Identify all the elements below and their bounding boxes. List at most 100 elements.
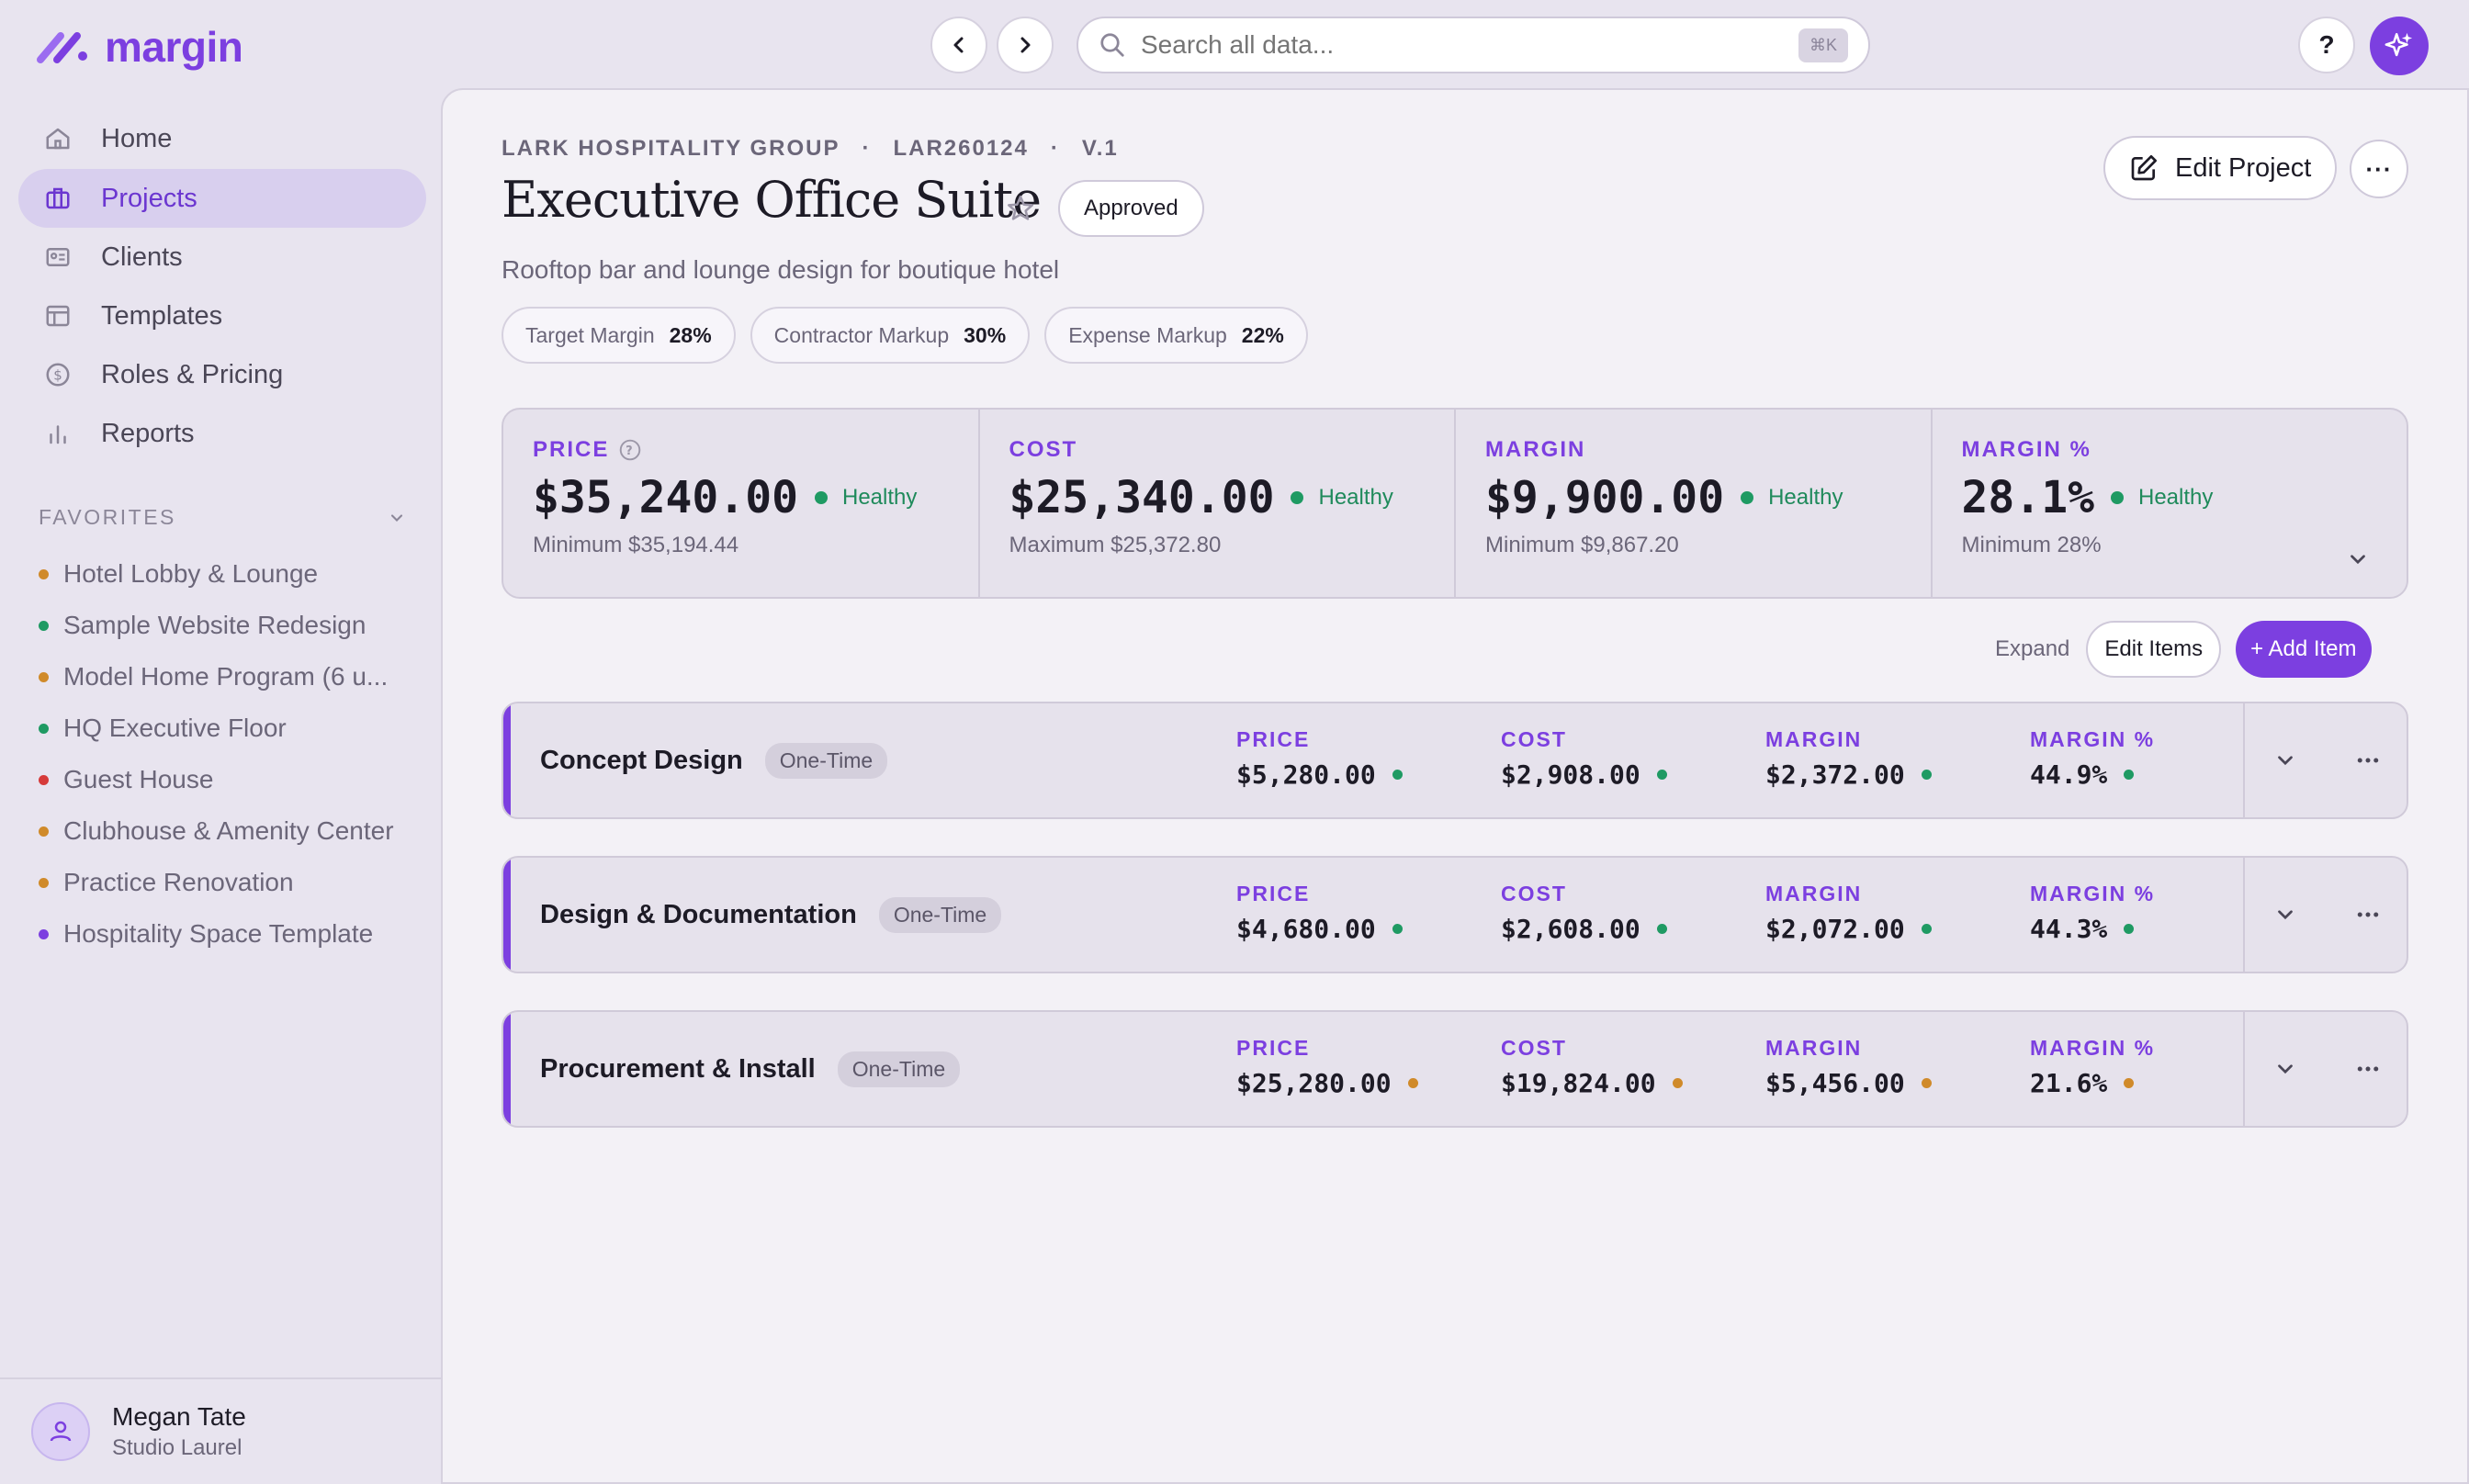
favorite-label: Guest House (63, 765, 214, 793)
add-item-button[interactable]: + Add Item (2236, 621, 2372, 678)
line-item[interactable]: Procurement & Install One-Time PRICE $25,2… (502, 1010, 2408, 1128)
sidebar-item-clients[interactable]: Clients (18, 228, 426, 287)
chip-target-margin[interactable]: Target Margin 28% (502, 307, 736, 364)
col-label: MARGIN % (2030, 882, 2156, 905)
shortcut-hint: ⌘K (1798, 28, 1848, 62)
health-indicator: Healthy (1291, 485, 1393, 511)
col-label: PRICE (1236, 1036, 1311, 1060)
chevron-down-icon[interactable] (2273, 748, 2297, 772)
sidebar-item-roles-pricing[interactable]: $ Roles & Pricing (18, 345, 426, 404)
forward-button[interactable] (997, 17, 1054, 73)
chevron-down-icon[interactable] (2273, 1057, 2297, 1081)
top-bar: margin ⌘K ? (0, 0, 2469, 90)
favorite-item[interactable]: Hospitality Space Template (39, 919, 373, 949)
stat-label: MARGIN (1485, 437, 1586, 462)
home-icon (42, 123, 73, 154)
favorite-item[interactable]: Practice Renovation (39, 868, 294, 897)
favorite-item[interactable]: HQ Executive Floor (39, 714, 287, 743)
avatar (31, 1402, 90, 1461)
stat-margin: MARGIN $9,900.00 Healthy Minimum $9,867.2… (1456, 410, 1933, 597)
more-horizontal-icon[interactable] (2354, 747, 2382, 774)
col-label: COST (1501, 727, 1567, 751)
stat-value: $9,900.00 (1485, 472, 1725, 523)
chip-expense-markup[interactable]: Expense Markup 22% (1044, 307, 1308, 364)
logo-text: margin (105, 23, 243, 71)
expand-button[interactable]: Expand (1995, 636, 2070, 661)
star-icon[interactable] (1005, 193, 1036, 224)
health-dot (1741, 491, 1754, 504)
main-panel: LARK HOSPITALITY GROUP · LAR260124 · V.1… (441, 88, 2469, 1484)
sidebar: Home Projects Clients Templates $ Roles … (0, 90, 441, 1484)
status-dot (1921, 924, 1932, 934)
layout-icon (42, 300, 73, 332)
item-price: $25,280.00 (1236, 1068, 1392, 1098)
search-input[interactable] (1141, 30, 1798, 60)
sidebar-item-templates[interactable]: Templates (18, 287, 426, 345)
favorite-item[interactable]: Clubhouse & Amenity Center (39, 816, 394, 846)
sidebar-item-label: Clients (101, 242, 183, 272)
sidebar-item-projects[interactable]: Projects (18, 169, 426, 228)
item-controls (2243, 703, 2407, 817)
sidebar-item-home[interactable]: Home (18, 109, 426, 168)
stat-subtext: Minimum $35,194.44 (533, 533, 739, 557)
project-description: Rooftop bar and lounge design for boutiq… (502, 255, 1060, 284)
more-horizontal-icon[interactable] (2354, 1055, 2382, 1083)
client-name[interactable]: LARK HOSPITALITY GROUP (502, 136, 840, 161)
favorite-item[interactable]: Hotel Lobby & Lounge (39, 559, 318, 589)
favorite-item[interactable]: Sample Website Redesign (39, 611, 366, 640)
search-icon (1100, 33, 1124, 57)
edit-project-button[interactable]: Edit Project (2103, 136, 2338, 200)
chip-label: Expense Markup (1068, 322, 1227, 347)
user-profile[interactable]: Megan Tate Studio Laurel (0, 1377, 441, 1484)
project-version[interactable]: V.1 (1081, 136, 1119, 161)
favorite-label: Practice Renovation (63, 868, 294, 896)
stat-subtext: Minimum 28% (1961, 533, 2102, 557)
chevron-down-icon (390, 513, 403, 522)
item-margin: $2,372.00 (1765, 759, 1905, 790)
svg-text:?: ? (626, 444, 636, 458)
health-indicator: Healthy (814, 485, 918, 511)
chevron-down-icon[interactable] (2346, 547, 2370, 571)
chevron-down-icon[interactable] (2273, 903, 2297, 927)
accent-bar (503, 703, 511, 817)
more-horizontal-icon[interactable] (2354, 901, 2382, 928)
sidebar-item-label: Projects (101, 183, 197, 213)
item-margin: $2,072.00 (1765, 914, 1905, 944)
help-button[interactable]: ? (2298, 17, 2355, 73)
stat-price: PRICE? $35,240.00 Healthy Minimum $35,194… (503, 410, 980, 597)
favorites-header[interactable]: FAVORITES (39, 505, 406, 530)
col-label: MARGIN (1765, 882, 1863, 905)
svg-text:$: $ (53, 367, 62, 384)
chip-value: 30% (964, 322, 1007, 347)
stat-subtext: Maximum $25,372.80 (1009, 533, 1222, 557)
search-bar[interactable]: ⌘K (1077, 17, 1870, 73)
edit-items-button[interactable]: Edit Items (2086, 621, 2222, 678)
info-icon[interactable]: ? (618, 438, 642, 462)
favorite-item[interactable]: Model Home Program (6 u... (39, 662, 388, 691)
col-label: MARGIN % (2030, 727, 2156, 751)
col-label: MARGIN (1765, 727, 1863, 751)
item-price: $5,280.00 (1236, 759, 1376, 790)
logo-mark-icon (37, 32, 87, 63)
chip-label: Contractor Markup (773, 322, 950, 347)
col-label: MARGIN % (2030, 1036, 2156, 1060)
favorite-label: Hospitality Space Template (63, 919, 374, 948)
chip-contractor-markup[interactable]: Contractor Markup 30% (750, 307, 1031, 364)
status-dot (1656, 924, 1667, 934)
favorite-label: Sample Website Redesign (63, 611, 366, 639)
chevron-right-icon (1020, 37, 1031, 53)
status-badge[interactable]: Approved (1058, 180, 1204, 237)
favorite-label: Clubhouse & Amenity Center (63, 816, 394, 845)
line-item[interactable]: Design & Documentation One-Time PRICE $4,6… (502, 856, 2408, 973)
ai-assistant-button[interactable] (2370, 17, 2429, 75)
briefcase-icon (42, 183, 73, 214)
favorite-item[interactable]: Guest House (39, 765, 213, 794)
back-button[interactable] (930, 17, 987, 73)
line-item[interactable]: Concept Design One-Time PRICE $5,280.00 CO… (502, 702, 2408, 819)
sidebar-item-reports[interactable]: Reports (18, 404, 426, 463)
stat-value: $25,340.00 (1009, 472, 1275, 523)
more-options-button[interactable]: ··· (2350, 140, 2408, 198)
health-label: Healthy (841, 485, 918, 510)
logo[interactable]: margin (37, 22, 243, 72)
health-dot (2111, 491, 2124, 504)
